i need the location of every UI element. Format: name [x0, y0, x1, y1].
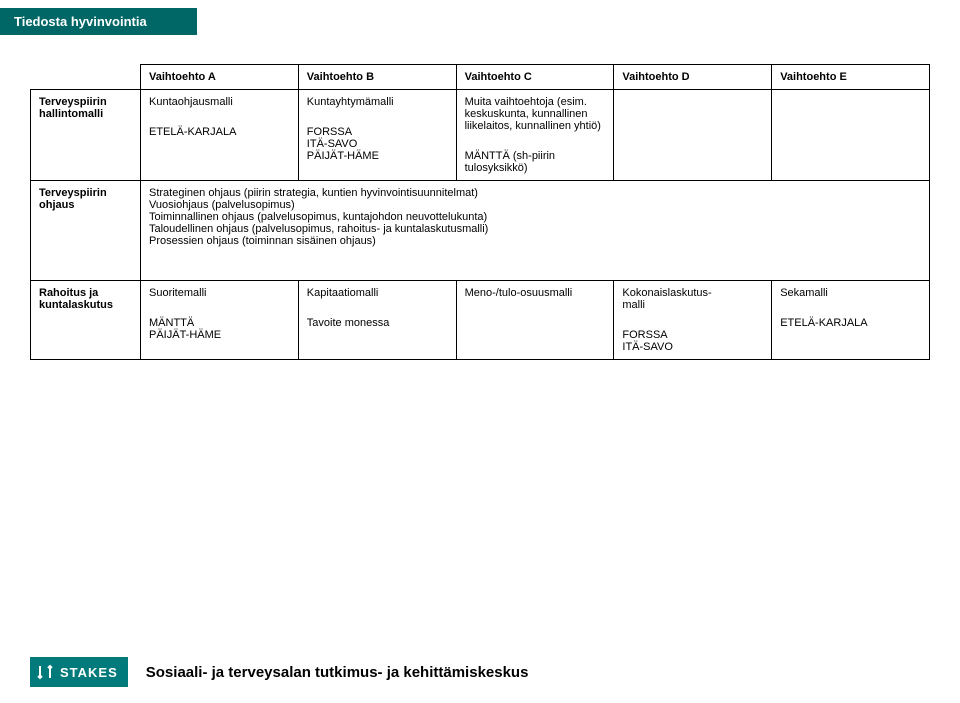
- row3-c: Meno-/tulo-osuusmalli: [456, 281, 614, 360]
- content-area: Vaihtoehto A Vaihtoehto B Vaihtoehto C V…: [30, 64, 930, 360]
- options-table: Vaihtoehto A Vaihtoehto B Vaihtoehto C V…: [30, 64, 930, 360]
- row3-d: Kokonaislaskutus- malli FORSSA ITÄ-SAVO: [614, 281, 772, 360]
- row1-a: Kuntaohjausmalli ETELÄ-KARJALA: [141, 90, 299, 181]
- col-a-header: Vaihtoehto A: [141, 65, 299, 90]
- column-header-row: Vaihtoehto A Vaihtoehto B Vaihtoehto C V…: [31, 65, 930, 90]
- row3-e-bot: ETELÄ-KARJALA: [780, 317, 921, 329]
- row3-c-top: Meno-/tulo-osuusmalli: [465, 287, 606, 299]
- row1-a-bot: ETELÄ-KARJALA: [149, 126, 290, 138]
- row3-d-bot: FORSSA ITÄ-SAVO: [622, 329, 763, 353]
- row3-label: Rahoitus ja kuntalaskutus: [31, 281, 141, 360]
- row1-c-top: Muita vaihtoehtoja (esim. keskuskunta, k…: [465, 96, 606, 132]
- row3-a-top: Suoritemalli: [149, 287, 290, 299]
- row1-b-bot: FORSSA ITÄ-SAVO PÄIJÄT-HÄME: [307, 126, 448, 162]
- col-e-header: Vaihtoehto E: [772, 65, 930, 90]
- row1-b-top: Kuntayhtymämalli: [307, 96, 448, 108]
- row1-e: [772, 90, 930, 181]
- logo-mark-icon: [36, 663, 54, 681]
- row1-c: Muita vaihtoehtoja (esim. keskuskunta, k…: [456, 90, 614, 181]
- row2-text: Strateginen ohjaus (piirin strategia, ku…: [141, 181, 930, 281]
- col-c-header: Vaihtoehto C: [456, 65, 614, 90]
- row2-label: Terveyspiirin ohjaus: [31, 181, 141, 281]
- header-tab: Tiedosta hyvinvointia: [0, 8, 197, 35]
- row3-e: Sekamalli ETELÄ-KARJALA: [772, 281, 930, 360]
- row-rahoitus: Rahoitus ja kuntalaskutus Suoritemalli M…: [31, 281, 930, 360]
- footer-text: Sosiaali- ja terveysalan tutkimus- ja ke…: [146, 664, 529, 681]
- row3-b: Kapitaatiomalli Tavoite monessa: [298, 281, 456, 360]
- footer-row: STAKES Sosiaali- ja terveysalan tutkimus…: [30, 657, 930, 687]
- logo-text: STAKES: [60, 665, 118, 680]
- corner-cell: [31, 65, 141, 90]
- stakes-logo: STAKES: [30, 657, 128, 687]
- row1-b: Kuntayhtymämalli FORSSA ITÄ-SAVO PÄIJÄT-…: [298, 90, 456, 181]
- row3-a: Suoritemalli MÄNTTÄ PÄIJÄT-HÄME: [141, 281, 299, 360]
- row1-label: Terveyspiirin hallintomalli: [31, 90, 141, 181]
- row1-a-top: Kuntaohjausmalli: [149, 96, 290, 108]
- row3-b-bot: Tavoite monessa: [307, 317, 448, 329]
- row1-d: [614, 90, 772, 181]
- row-ohjaus: Terveyspiirin ohjaus Strateginen ohjaus …: [31, 181, 930, 281]
- row-hallintomalli: Terveyspiirin hallintomalli Kuntaohjausm…: [31, 90, 930, 181]
- col-d-header: Vaihtoehto D: [614, 65, 772, 90]
- row3-d-top: Kokonaislaskutus- malli: [622, 287, 763, 311]
- row3-b-top: Kapitaatiomalli: [307, 287, 448, 299]
- row1-c-bot: MÄNTTÄ (sh-piirin tulosyksikkö): [465, 150, 606, 174]
- row3-e-top: Sekamalli: [780, 287, 921, 299]
- col-b-header: Vaihtoehto B: [298, 65, 456, 90]
- row3-a-bot: MÄNTTÄ PÄIJÄT-HÄME: [149, 317, 290, 341]
